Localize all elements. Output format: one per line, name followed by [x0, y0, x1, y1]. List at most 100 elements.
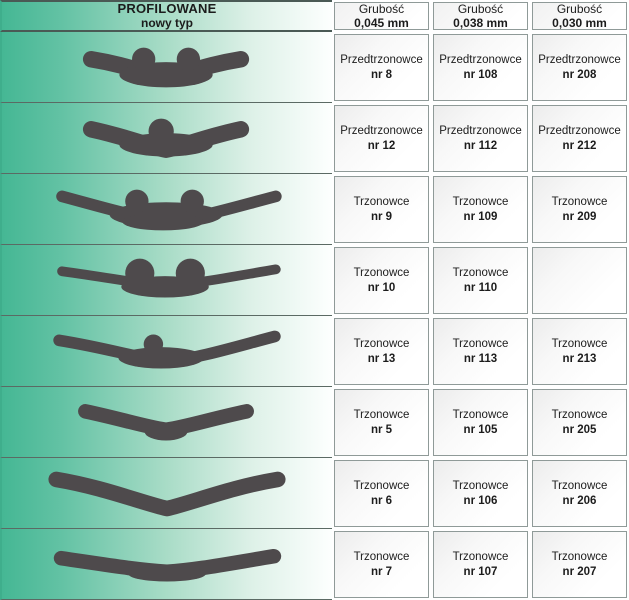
product-number-label: nr 105: [463, 423, 498, 436]
thickness-header-030: Grubość 0,030 mm: [530, 0, 629, 32]
table-row-shape: [0, 245, 332, 316]
product-type-label: Przedtrzonowce: [439, 124, 522, 137]
product-number-label: nr 212: [562, 139, 597, 152]
product-type-label: Przedtrzonowce: [538, 53, 621, 66]
molar-band-nr-5-icon: [78, 403, 254, 440]
table-cell: Trzonowce nr 9: [332, 174, 431, 245]
product-number-label: nr 12: [367, 139, 396, 152]
product-number-label: nr 5: [370, 423, 393, 436]
table-cell: Trzonowce nr 107: [431, 529, 530, 600]
product-type-label: Trzonowce: [353, 550, 410, 563]
table-row-shape: [0, 458, 332, 529]
table-title: PROFILOWANE: [117, 1, 217, 16]
table-cell-empty: [530, 245, 629, 316]
product-type-label: Przedtrzonowce: [340, 124, 423, 137]
product-number-label: nr 107: [463, 565, 498, 578]
premolar-band-nr-12-icon: [82, 118, 250, 158]
product-number-label: nr 8: [370, 68, 393, 81]
product-number-label: nr 112: [463, 139, 498, 152]
molar-band-nr-9-icon: [56, 189, 282, 230]
table-row-shape: [0, 387, 332, 458]
product-type-label: Przedtrzonowce: [538, 124, 621, 137]
table-cell: Trzonowce nr 205: [530, 387, 629, 458]
product-type-label: Trzonowce: [452, 479, 509, 492]
molar-band-nr-7-icon: [53, 548, 282, 582]
product-type-label: Trzonowce: [551, 195, 608, 208]
product-type-label: Trzonowce: [551, 550, 608, 563]
product-type-label: Trzonowce: [452, 550, 509, 563]
table-cell: Trzonowce nr 209: [530, 174, 629, 245]
table-row-shape: [0, 32, 332, 103]
product-type-label: Trzonowce: [452, 337, 509, 350]
premolar-band-nr-8-icon: [82, 47, 250, 87]
table-cell: Trzonowce nr 7: [332, 529, 431, 600]
thickness-header-045: Grubość 0,045 mm: [332, 0, 431, 32]
table-cell: Trzonowce nr 5: [332, 387, 431, 458]
product-number-label: nr 106: [463, 494, 498, 507]
product-type-label: Trzonowce: [551, 337, 608, 350]
table-cell: Trzonowce nr 106: [431, 458, 530, 529]
table-cell: Trzonowce nr 10: [332, 245, 431, 316]
product-type-label: Trzonowce: [452, 266, 509, 279]
thickness-label: Grubość: [556, 2, 603, 16]
table-cell: Trzonowce nr 207: [530, 529, 629, 600]
table-row-shape: [0, 529, 332, 600]
table-cell: Trzonowce nr 110: [431, 245, 530, 316]
product-type-label: Trzonowce: [353, 337, 410, 350]
product-type-label: Trzonowce: [551, 479, 608, 492]
product-type-label: Przedtrzonowce: [439, 53, 522, 66]
table-subtitle: nowy typ: [140, 16, 193, 30]
thickness-label: Grubość: [358, 2, 405, 16]
thickness-value: 0,030 mm: [552, 16, 607, 30]
molar-band-nr-13-icon: [53, 330, 281, 369]
product-type-label: Trzonowce: [353, 195, 410, 208]
table-cell: Trzonowce nr 213: [530, 316, 629, 387]
product-number-label: nr 209: [562, 210, 597, 223]
product-number-label: nr 207: [562, 565, 597, 578]
product-number-label: nr 113: [463, 352, 498, 365]
product-number-label: nr 109: [463, 210, 498, 223]
table-cell: Przedtrzonowce nr 112: [431, 103, 530, 174]
profile-header-cell: PROFILOWANE nowy typ: [0, 0, 332, 32]
table-cell: Trzonowce nr 113: [431, 316, 530, 387]
molar-band-nr-10-icon: [57, 258, 281, 298]
thickness-value: 0,045 mm: [354, 16, 409, 30]
table-row-shape: [0, 174, 332, 245]
table-cell: Trzonowce nr 105: [431, 387, 530, 458]
table-cell: Trzonowce nr 13: [332, 316, 431, 387]
product-type-label: Trzonowce: [353, 266, 410, 279]
thickness-header-038: Grubość 0,038 mm: [431, 0, 530, 32]
table-row-shape: [0, 316, 332, 387]
product-number-label: nr 7: [370, 565, 393, 578]
product-type-label: Trzonowce: [353, 408, 410, 421]
table-row-shape: [0, 103, 332, 174]
product-type-label: Przedtrzonowce: [340, 53, 423, 66]
table-cell: Przedtrzonowce nr 208: [530, 32, 629, 103]
table-cell: Przedtrzonowce nr 12: [332, 103, 431, 174]
product-number-label: nr 110: [463, 281, 498, 294]
table-cell: Trzonowce nr 6: [332, 458, 431, 529]
product-number-label: nr 213: [562, 352, 597, 365]
product-type-label: Trzonowce: [551, 408, 608, 421]
table-cell: Trzonowce nr 109: [431, 174, 530, 245]
molar-band-nr-6-icon: [48, 471, 286, 516]
table-cell: Przedtrzonowce nr 8: [332, 32, 431, 103]
table-cell: Trzonowce nr 206: [530, 458, 629, 529]
product-number-label: nr 9: [370, 210, 393, 223]
product-number-label: nr 13: [367, 352, 396, 365]
product-number-label: nr 6: [370, 494, 393, 507]
product-number-label: nr 10: [367, 281, 396, 294]
table-cell: Przedtrzonowce nr 108: [431, 32, 530, 103]
table-cell: Przedtrzonowce nr 212: [530, 103, 629, 174]
thickness-label: Grubość: [457, 2, 504, 16]
product-number-label: nr 205: [562, 423, 597, 436]
product-type-label: Trzonowce: [353, 479, 410, 492]
thickness-value: 0,038 mm: [453, 16, 508, 30]
product-type-label: Trzonowce: [452, 408, 509, 421]
product-type-label: Trzonowce: [452, 195, 509, 208]
product-number-label: nr 208: [562, 68, 597, 81]
product-number-label: nr 108: [463, 68, 498, 81]
product-number-label: nr 206: [562, 494, 597, 507]
